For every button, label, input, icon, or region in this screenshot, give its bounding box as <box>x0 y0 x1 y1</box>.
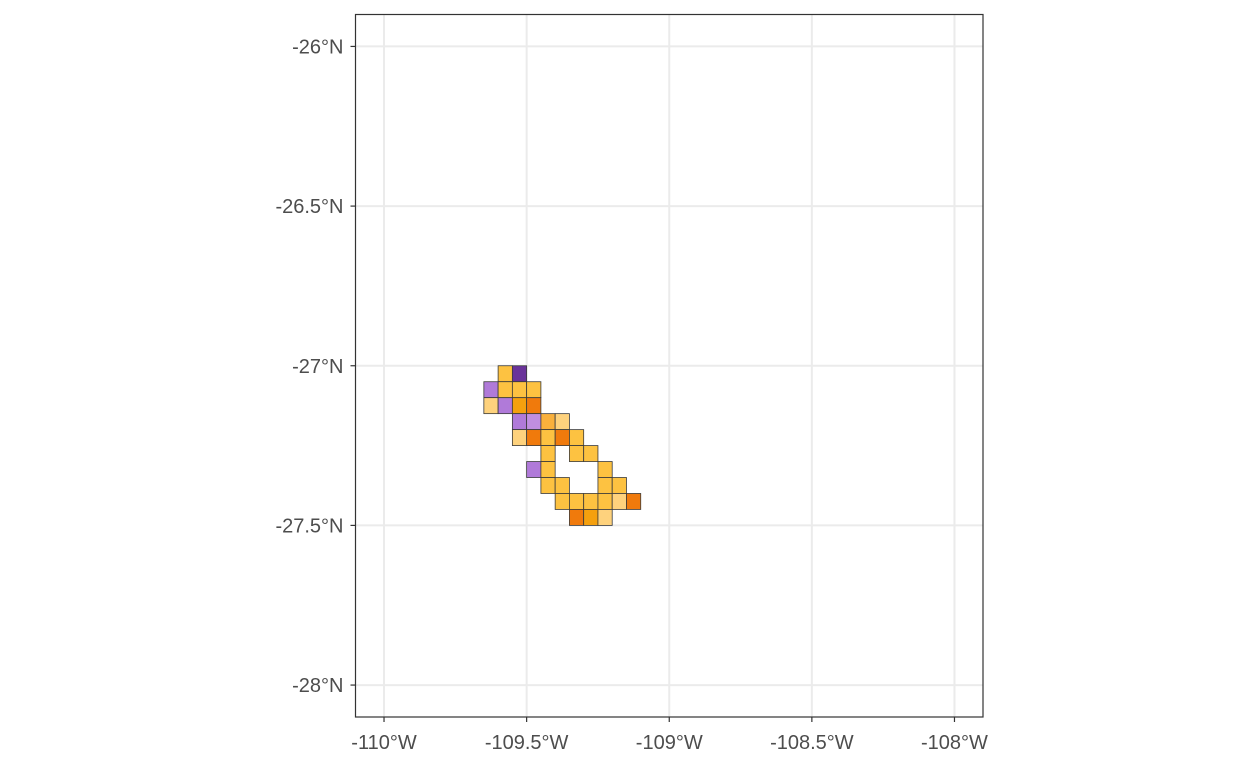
grid-cell <box>483 397 499 415</box>
grid-cell <box>569 445 585 462</box>
grid-lines <box>355 14 983 717</box>
grid-cell <box>511 413 528 431</box>
grid-cell <box>554 413 570 431</box>
grid-cells <box>483 365 642 526</box>
grid-cell <box>540 445 556 462</box>
grid-cell <box>554 429 570 446</box>
grid-cell <box>540 461 556 478</box>
grid-cell <box>511 397 528 415</box>
grid-cell <box>583 493 599 510</box>
grid-cell <box>569 429 585 446</box>
x-axis-labels: -110°W -109.5°W -109°W -108.5°W -108°W <box>351 732 988 754</box>
grid-cell <box>526 429 542 446</box>
grid-cell <box>511 365 528 383</box>
grid-cell <box>583 445 599 462</box>
grid-cell <box>626 493 642 510</box>
grid-cell <box>597 461 613 478</box>
grid-cell <box>597 477 613 494</box>
x-tick-label: -108°W <box>921 732 988 754</box>
grid-cell <box>526 381 542 399</box>
y-tick-label: -27°N <box>292 356 343 378</box>
y-tick-label: -26°N <box>292 36 343 58</box>
grid-cell <box>511 381 528 399</box>
axis-ticks <box>350 45 956 722</box>
grid-cell <box>526 397 542 415</box>
grid-cell <box>526 461 542 478</box>
y-tick-label: -28°N <box>292 675 343 697</box>
grid-cell <box>526 413 542 431</box>
grid-cell <box>554 477 570 494</box>
grid-cell <box>569 509 585 526</box>
grid-cell <box>497 381 513 399</box>
x-tick-label: -108.5°W <box>770 732 854 754</box>
grid-cell <box>497 365 513 383</box>
x-tick-label: -110°W <box>351 732 417 754</box>
x-tick-label: -109.5°W <box>485 732 569 754</box>
grid-cell <box>540 413 556 431</box>
y-tick-label: -26.5°N <box>275 196 343 218</box>
grid-cell <box>583 509 599 526</box>
grid-cell <box>611 477 627 494</box>
grid-cell <box>483 381 499 399</box>
grid-cell <box>569 493 585 510</box>
y-tick-label: -27.5°N <box>275 515 343 537</box>
grid-cell <box>611 493 627 510</box>
grid-cell <box>540 477 556 494</box>
grid-cell <box>597 509 613 526</box>
grid-cell <box>511 429 528 446</box>
grid-cell <box>497 397 513 415</box>
grid-cell <box>597 493 613 510</box>
grid-cell <box>540 429 556 446</box>
y-axis-labels: -26°N -26.5°N -27°N -27.5°N -28°N <box>275 36 343 697</box>
x-tick-label: -109°W <box>636 732 703 754</box>
grid-cell <box>554 493 570 510</box>
